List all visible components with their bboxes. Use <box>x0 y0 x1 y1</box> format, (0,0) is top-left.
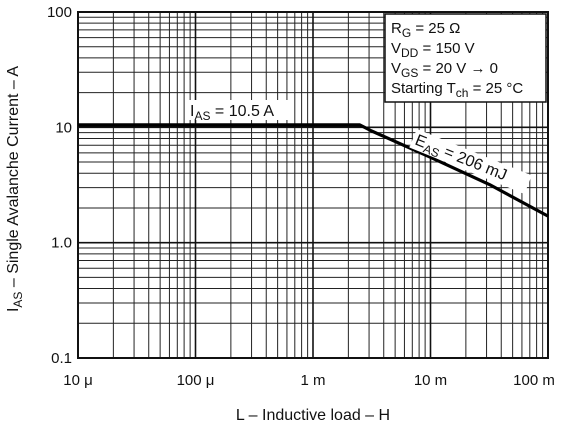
condition-vgs-main: V <box>391 60 401 77</box>
condition-rg-rest: = 25 Ω <box>411 20 460 37</box>
condition-tch: Starting Tch = 25 °C <box>391 80 523 100</box>
ias-annotation-text: IAS = 10.5 A <box>190 103 274 123</box>
x-tick-label: 100 μ <box>177 372 215 389</box>
condition-vgs-rest: = 20 V → 0 <box>418 60 498 77</box>
ias-annotation: IAS = 10.5 A <box>186 100 288 123</box>
condition-vdd-sub: DD <box>401 46 419 60</box>
conditions-box <box>384 13 547 103</box>
y-axis-title: IAS – Single Avalanche Current – A <box>5 66 25 312</box>
y-tick-labels: 0.1 1.0 10 100 <box>47 4 72 367</box>
condition-vgs: VGS = 20 V → 0 <box>391 60 498 80</box>
ias-sub: AS <box>194 109 210 123</box>
x-tick-label: 100 m <box>513 372 555 389</box>
x-tick-label: 10 μ <box>63 372 93 389</box>
y-tick-label: 1.0 <box>51 235 72 252</box>
condition-tch-rest: = 25 °C <box>468 80 523 97</box>
conditions-lines: RG = 25 Ω VDD = 150 V VGS = 20 V → 0 Sta… <box>391 20 523 100</box>
ias-main: I <box>190 103 194 120</box>
x-tick-label: 1 m <box>300 372 325 389</box>
condition-rg: RG = 25 Ω <box>391 20 460 40</box>
y-tick-label: 10 <box>55 119 72 136</box>
series-line <box>78 123 549 218</box>
ias-rest: = 10.5 A <box>210 103 274 120</box>
x-axis-title: L – Inductive load – H <box>236 407 390 424</box>
plot-frame <box>77 11 549 359</box>
eas-annotation-bg <box>409 128 532 194</box>
condition-tch-sub: ch <box>456 86 469 100</box>
condition-vdd-main: V <box>391 40 401 57</box>
y-tick-label: 100 <box>47 4 72 21</box>
condition-rg-main: R <box>391 20 402 37</box>
x-tick-labels: 10 μ 100 μ 1 m 10 m 100 m <box>63 372 555 389</box>
condition-vdd-rest: = 150 V <box>418 40 474 57</box>
x-tick-label: 10 m <box>414 372 447 389</box>
series-group <box>78 123 549 218</box>
y-axis-title-rest: – Single Avalanche Current – A <box>5 66 22 292</box>
y-axis-title-main: I <box>5 308 22 312</box>
eas-sub: AS <box>421 142 441 161</box>
y-tick-label: 0.1 <box>51 350 72 367</box>
condition-vgs-sub: GS <box>401 66 418 80</box>
y-axis-title-sub: AS <box>11 292 25 308</box>
condition-tch-main: Starting T <box>391 80 456 97</box>
eas-annotation-text: EAS = 206 mJ <box>411 132 509 187</box>
condition-vdd: VDD = 150 V <box>391 40 475 60</box>
condition-rg-sub: G <box>402 26 411 40</box>
ias-annotation-bg <box>186 100 288 120</box>
